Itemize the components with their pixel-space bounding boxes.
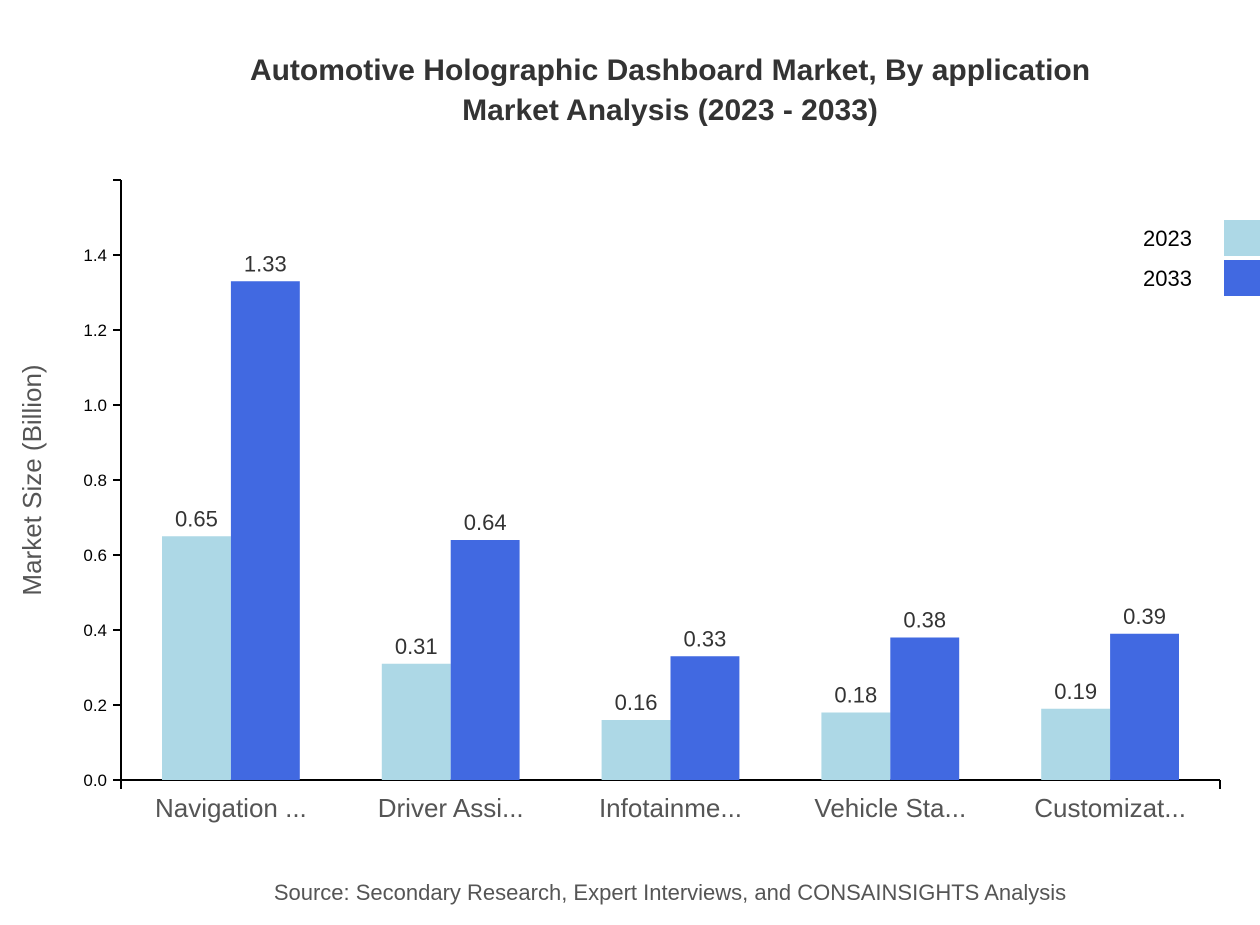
data-label: 0.31 (395, 634, 438, 659)
y-tick-label: 1.2 (83, 321, 107, 340)
y-tick-label: 1.0 (83, 396, 107, 415)
legend-label: 2023 (1143, 226, 1192, 251)
x-tick-label: Driver Assi... (378, 793, 524, 823)
bar-2033-3 (890, 637, 960, 780)
bar-2023-1 (381, 663, 451, 780)
legend-swatch-2023 (1224, 220, 1260, 256)
bar-2023-2 (601, 720, 671, 780)
x-tick-label: Infotainme... (599, 793, 742, 823)
x-tick-label: Vehicle Sta... (814, 793, 966, 823)
chart-title: Automotive Holographic Dashboard Market,… (250, 54, 1090, 87)
y-tick-label: 1.4 (83, 246, 107, 265)
y-tick-label: 0.4 (83, 621, 107, 640)
data-label: 0.18 (834, 683, 877, 708)
y-tick-label: 0.8 (83, 471, 107, 490)
legend-label: 2033 (1143, 266, 1192, 291)
bar-2033-1 (450, 540, 520, 780)
data-label: 0.16 (615, 690, 658, 715)
bar-2023-0 (162, 536, 231, 780)
data-label: 0.33 (684, 626, 727, 651)
legend-swatch-2033 (1224, 260, 1260, 296)
bar-2033-4 (1110, 633, 1179, 780)
x-tick-label: Customizat... (1034, 793, 1186, 823)
x-tick-label: Navigation ... (155, 793, 307, 823)
bar-2023-3 (821, 712, 891, 780)
bar-2023-4 (1041, 708, 1111, 780)
y-tick-label: 0.0 (83, 771, 107, 790)
y-tick-label: 0.2 (83, 696, 107, 715)
data-label: 0.38 (903, 608, 946, 633)
data-label: 0.39 (1123, 604, 1166, 629)
y-tick-label: 0.6 (83, 546, 107, 565)
data-label: 0.64 (464, 510, 507, 535)
source-note: Source: Secondary Research, Expert Inter… (274, 880, 1066, 905)
bar-2033-0 (230, 281, 300, 780)
data-label: 1.33 (244, 251, 287, 276)
y-axis-label: Market Size (Billion) (17, 364, 47, 595)
data-label: 0.65 (175, 506, 218, 531)
chart-subtitle: Market Analysis (2023 - 2033) (462, 94, 878, 127)
bar-2033-2 (670, 656, 740, 780)
data-label: 0.19 (1054, 679, 1097, 704)
